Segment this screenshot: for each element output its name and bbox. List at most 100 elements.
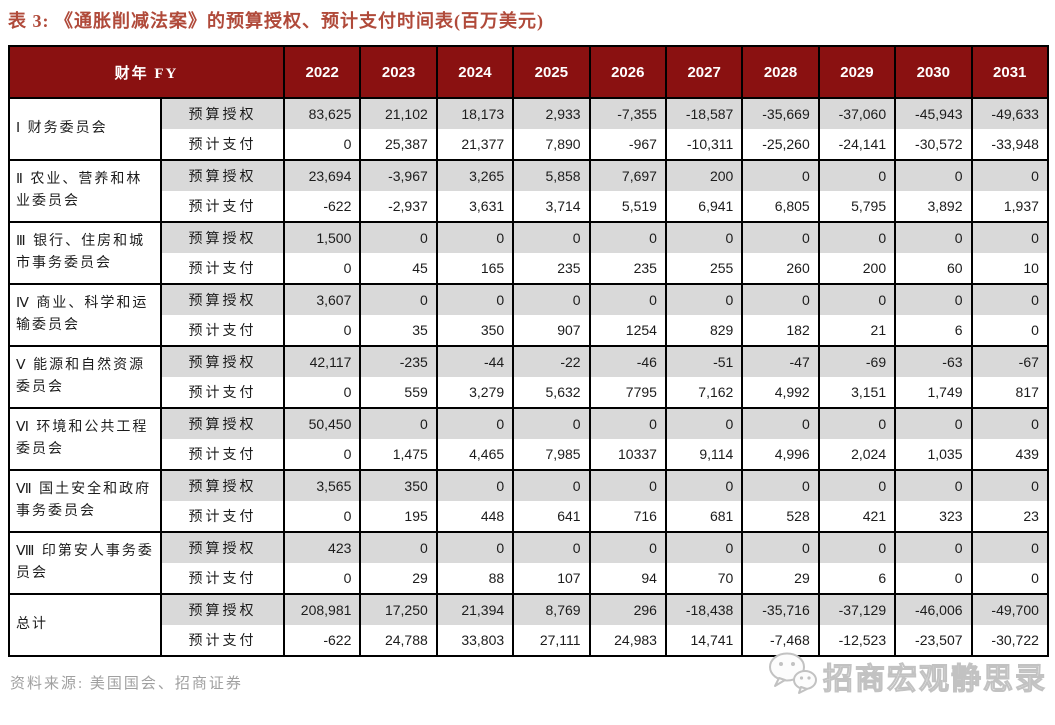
row-label-auth: 预算授权 (160, 97, 285, 129)
value-cell: 0 (282, 439, 362, 470)
value-cell: 0 (894, 531, 973, 563)
value-cell: 421 (817, 501, 897, 532)
value-cell: 3,565 (282, 469, 362, 501)
row-label-auth: 预算授权 (160, 593, 285, 625)
table-row-outlay: 预计支付 0 195 448 641 716 681 528 421 323 23 (9, 501, 1049, 532)
value-cell: 0 (359, 283, 438, 315)
row-label-outlay: 预计支付 (160, 377, 285, 408)
value-cell: 235 (512, 253, 591, 284)
value-cell: -45,943 (894, 97, 973, 129)
value-cell: 0 (894, 221, 973, 253)
table-row-outlay: 预计支付 0 25,387 21,377 7,890 -967 -10,311 -25,260… (9, 129, 1049, 160)
column-header-fy: 财年 FY (8, 45, 285, 99)
value-cell: 200 (817, 253, 897, 284)
value-cell: 0 (512, 469, 591, 501)
value-cell: 0 (970, 469, 1049, 501)
value-cell: 3,279 (435, 377, 515, 408)
value-cell: 0 (435, 469, 515, 501)
value-cell: 1254 (588, 315, 667, 346)
value-cell: 0 (970, 315, 1049, 346)
row-label-outlay: 预计支付 (160, 191, 285, 222)
value-cell: 21 (817, 315, 897, 346)
value-cell: 0 (664, 407, 744, 439)
value-cell: 0 (512, 531, 591, 563)
table-row-outlay: 预计支付 -622 24,788 33,803 27,111 24,983 14,741 -7… (9, 625, 1049, 656)
value-cell: 296 (588, 593, 667, 625)
value-cell: 0 (970, 563, 1049, 594)
value-cell: 0 (970, 283, 1049, 315)
value-cell: 17,250 (359, 593, 438, 625)
value-cell: 23 (970, 501, 1049, 532)
value-cell: 21,377 (435, 129, 515, 160)
value-cell: 716 (588, 501, 667, 532)
value-cell: 24,788 (359, 625, 438, 656)
value-cell: 681 (664, 501, 744, 532)
value-cell: 195 (359, 501, 438, 532)
value-cell: 182 (741, 315, 820, 346)
value-cell: 528 (741, 501, 820, 532)
value-cell: 0 (435, 283, 515, 315)
value-cell: -37,129 (817, 593, 897, 625)
row-label-auth: 预算授权 (160, 283, 285, 315)
value-cell: -37,060 (817, 97, 897, 129)
value-cell: 60 (894, 253, 973, 284)
value-cell: -7,355 (588, 97, 667, 129)
value-cell: -18,438 (664, 593, 744, 625)
value-cell: 0 (817, 531, 897, 563)
value-cell: 641 (512, 501, 591, 532)
value-cell: 6,941 (664, 191, 744, 222)
row-label-outlay: 预计支付 (160, 501, 285, 532)
value-cell: 0 (970, 159, 1049, 191)
value-cell: 18,173 (435, 97, 515, 129)
committee-cell: Ⅴ 能源和自然资源委员会 (8, 345, 162, 408)
value-cell: 9,114 (664, 439, 744, 470)
table-row-auth: 总计 预算授权 208,981 17,250 21,394 8,769 296 -18,438… (8, 593, 1049, 656)
value-cell: 4,996 (741, 439, 820, 470)
value-cell: 1,035 (894, 439, 973, 470)
column-header-year: 2022 (282, 45, 362, 99)
value-cell: 0 (359, 531, 438, 563)
value-cell: -46,006 (894, 593, 973, 625)
value-cell: 0 (588, 469, 667, 501)
table-header-row: 财年 FY 2022 2023 2024 2025 2026 2027 2028 2029 203… (8, 45, 1049, 99)
value-cell: 260 (741, 253, 820, 284)
committee-cell: Ⅱ 农业、营养和林业委员会 (8, 159, 162, 222)
value-cell: 0 (970, 221, 1049, 253)
value-cell: 45 (359, 253, 438, 284)
value-cell: 0 (664, 469, 744, 501)
table-row-outlay: 预计支付 0 1,475 4,465 7,985 10337 9,114 4,996 2,024… (9, 439, 1049, 470)
value-cell: 24,983 (588, 625, 667, 656)
page-title: 表 3: 《通胀削减法案》的预算授权、预计支付时间表(百万美元) (8, 11, 544, 31)
value-cell: 255 (664, 253, 744, 284)
value-cell: -47 (741, 345, 820, 377)
value-cell: 3,892 (894, 191, 973, 222)
column-header-year: 2026 (588, 45, 667, 99)
value-cell: 23,694 (282, 159, 362, 191)
value-cell: 0 (282, 253, 362, 284)
value-cell: 0 (970, 531, 1049, 563)
value-cell: 448 (435, 501, 515, 532)
value-cell: 14,741 (664, 625, 744, 656)
value-cell: 6,805 (741, 191, 820, 222)
value-cell: 3,265 (435, 159, 515, 191)
value-cell: 50,450 (282, 407, 362, 439)
column-header-year: 2028 (741, 45, 820, 99)
table-row-auth: Ⅷ 印第安人事务委员会 预算授权 423 0 0 0 0 0 0 0 0 0 (8, 531, 1049, 594)
value-cell: -10,311 (664, 129, 744, 160)
table-row-outlay: 预计支付 0 45 165 235 235 255 260 200 60 10 (9, 253, 1049, 284)
value-cell: -46 (588, 345, 667, 377)
value-cell: 0 (817, 159, 897, 191)
table-row-outlay: 预计支付 0 559 3,279 5,632 7795 7,162 4,992 3,151 1,7… (9, 377, 1049, 408)
value-cell: 0 (588, 531, 667, 563)
value-cell: 0 (359, 221, 438, 253)
value-cell: -30,572 (894, 129, 973, 160)
value-cell: 94 (588, 563, 667, 594)
value-cell: 0 (817, 221, 897, 253)
value-cell: -3,967 (359, 159, 438, 191)
row-label-outlay: 预计支付 (160, 253, 285, 284)
value-cell: 29 (359, 563, 438, 594)
value-cell: 907 (512, 315, 591, 346)
value-cell: -18,587 (664, 97, 744, 129)
value-cell: -22 (512, 345, 591, 377)
value-cell: 1,749 (894, 377, 973, 408)
